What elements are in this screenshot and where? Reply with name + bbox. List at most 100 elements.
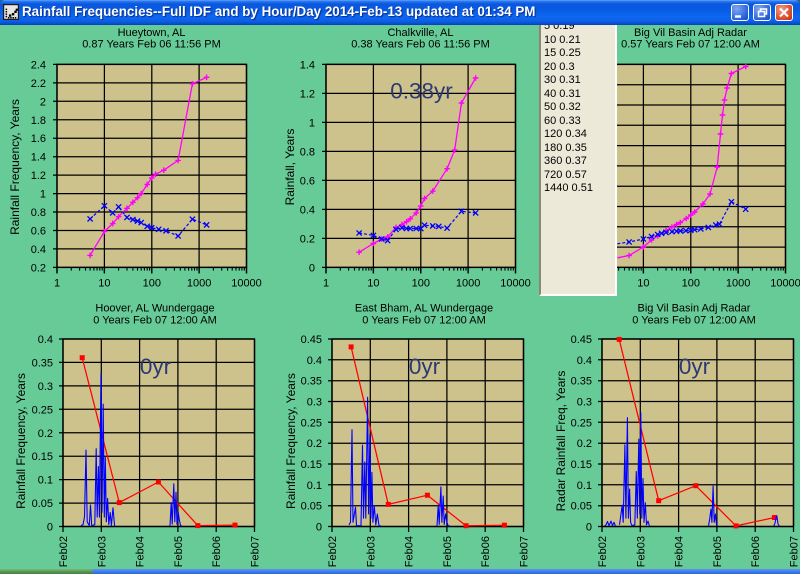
svg-text:10000: 10000	[231, 278, 262, 290]
svg-text:0.4: 0.4	[300, 204, 315, 216]
svg-text:Feb05: Feb05	[712, 536, 724, 567]
svg-text:Feb06: Feb06	[750, 536, 762, 567]
svg-text:0.8: 0.8	[300, 146, 315, 158]
svg-text:0.8: 0.8	[31, 207, 46, 219]
svg-text:0.15: 0.15	[571, 459, 592, 471]
svg-text:Feb07: Feb07	[250, 536, 262, 567]
svg-text:0.2: 0.2	[31, 262, 46, 274]
svg-text:Feb04: Feb04	[404, 536, 416, 567]
svg-text:2: 2	[40, 96, 46, 108]
svg-text:Rainfall Frequency, Years: Rainfall Frequency, Years	[284, 373, 298, 509]
svg-text:0.3: 0.3	[577, 397, 592, 409]
svg-text:Chalkville, AL: Chalkville, AL	[387, 27, 453, 39]
svg-text:Feb04: Feb04	[674, 536, 686, 567]
svg-text:1.8: 1.8	[31, 115, 46, 127]
svg-text:0.35: 0.35	[301, 376, 322, 388]
svg-text:0: 0	[586, 522, 592, 534]
svg-text:0.4: 0.4	[38, 334, 53, 346]
svg-text:0.35: 0.35	[571, 376, 592, 388]
svg-text:Rainfall, Years: Rainfall, Years	[283, 129, 297, 206]
svg-text:0.38yr: 0.38yr	[390, 79, 453, 104]
svg-text:0.25: 0.25	[571, 417, 592, 429]
svg-text:1: 1	[40, 189, 46, 201]
svg-text:100: 100	[412, 278, 430, 290]
svg-text:0.4: 0.4	[577, 355, 592, 367]
svg-text:Feb02: Feb02	[327, 536, 339, 567]
svg-text:1: 1	[323, 278, 329, 290]
svg-text:Feb07: Feb07	[789, 536, 800, 567]
svg-text:1000: 1000	[726, 278, 750, 290]
svg-text:1.6: 1.6	[31, 133, 46, 145]
svg-text:Feb03: Feb03	[96, 536, 108, 567]
svg-text:Feb02: Feb02	[58, 536, 70, 567]
svg-text:0.3: 0.3	[38, 381, 53, 393]
svg-text:0.4: 0.4	[31, 244, 46, 256]
svg-text:1.2: 1.2	[300, 88, 315, 100]
svg-text:0.2: 0.2	[300, 233, 315, 245]
svg-text:10000: 10000	[500, 278, 531, 290]
svg-text:0yr: 0yr	[679, 354, 711, 379]
svg-text:0.25: 0.25	[32, 404, 53, 416]
svg-text:2.2: 2.2	[31, 78, 46, 90]
svg-text:100: 100	[143, 278, 161, 290]
svg-text:Feb03: Feb03	[365, 536, 377, 567]
svg-text:0.25: 0.25	[301, 417, 322, 429]
svg-text:10: 10	[637, 278, 649, 290]
svg-text:1000: 1000	[187, 278, 211, 290]
svg-text:Feb06: Feb06	[480, 536, 492, 567]
svg-text:0 Years Feb 07 12:00 AM: 0 Years Feb 07 12:00 AM	[632, 315, 756, 327]
svg-text:0.6: 0.6	[300, 175, 315, 187]
svg-text:0yr: 0yr	[140, 354, 172, 379]
svg-text:10000: 10000	[770, 278, 800, 290]
svg-text:0: 0	[47, 522, 53, 534]
svg-text:Rainfall Frequency, Years: Rainfall Frequency, Years	[14, 373, 28, 509]
svg-text:10: 10	[98, 278, 110, 290]
svg-text:0.57 Years Feb 07 12:00 AM: 0.57 Years Feb 07 12:00 AM	[621, 39, 760, 51]
svg-text:1.2: 1.2	[31, 170, 46, 182]
svg-text:0.35: 0.35	[32, 357, 53, 369]
svg-text:0.05: 0.05	[571, 501, 592, 513]
svg-text:1000: 1000	[456, 278, 480, 290]
svg-text:0.4: 0.4	[307, 355, 322, 367]
svg-text:0 Years Feb 07 12:00 AM: 0 Years Feb 07 12:00 AM	[362, 315, 486, 327]
svg-text:East Bham, AL Wundergage: East Bham, AL Wundergage	[355, 302, 493, 314]
svg-text:Hoover, AL Wundergage: Hoover, AL Wundergage	[95, 302, 214, 314]
svg-text:0.15: 0.15	[32, 451, 53, 463]
svg-text:0.1: 0.1	[307, 480, 322, 492]
svg-text:0.45: 0.45	[571, 334, 592, 346]
svg-text:Big Vil Basin Adj Radar: Big Vil Basin Adj Radar	[634, 27, 747, 39]
svg-text:1: 1	[54, 278, 60, 290]
svg-text:100: 100	[682, 278, 700, 290]
svg-text:0.45: 0.45	[301, 334, 322, 346]
svg-text:2.4: 2.4	[31, 59, 46, 71]
svg-text:Radar Rainfall Freq, Years: Radar Rainfall Freq, Years	[554, 371, 568, 512]
svg-text:0 Years Feb 07 12:00 AM: 0 Years Feb 07 12:00 AM	[93, 315, 217, 327]
svg-text:0: 0	[309, 262, 315, 274]
svg-text:Feb03: Feb03	[635, 536, 647, 567]
svg-text:0.2: 0.2	[38, 428, 53, 440]
svg-text:0.1: 0.1	[577, 480, 592, 492]
svg-text:Hueytown, AL: Hueytown, AL	[118, 27, 186, 39]
svg-text:1.4: 1.4	[31, 152, 46, 164]
svg-text:Feb07: Feb07	[519, 536, 531, 567]
svg-text:0.2: 0.2	[577, 438, 592, 450]
svg-text:0yr: 0yr	[409, 354, 441, 379]
svg-text:0.87 Years Feb 06 11:56 PM: 0.87 Years Feb 06 11:56 PM	[82, 39, 221, 51]
svg-text:0.3: 0.3	[307, 397, 322, 409]
svg-text:0: 0	[316, 522, 322, 534]
svg-text:0.2: 0.2	[307, 438, 322, 450]
svg-text:0.05: 0.05	[301, 501, 322, 513]
svg-text:Feb05: Feb05	[173, 536, 185, 567]
svg-text:0.6: 0.6	[31, 226, 46, 238]
svg-text:Feb02: Feb02	[597, 536, 609, 567]
svg-text:1: 1	[309, 117, 315, 129]
svg-text:0.38 Years Feb 06 11:56 PM: 0.38 Years Feb 06 11:56 PM	[351, 39, 490, 51]
svg-text:0.1: 0.1	[38, 475, 53, 487]
svg-text:0.05: 0.05	[32, 498, 53, 510]
svg-text:Rainfall Frequency, Years: Rainfall Frequency, Years	[8, 99, 22, 235]
svg-text:0.15: 0.15	[301, 459, 322, 471]
svg-text:10: 10	[367, 278, 379, 290]
svg-text:Feb06: Feb06	[211, 536, 223, 567]
svg-text:1.4: 1.4	[300, 59, 315, 71]
svg-text:Big Vil Basin Adj Radar: Big Vil Basin Adj Radar	[638, 302, 751, 314]
